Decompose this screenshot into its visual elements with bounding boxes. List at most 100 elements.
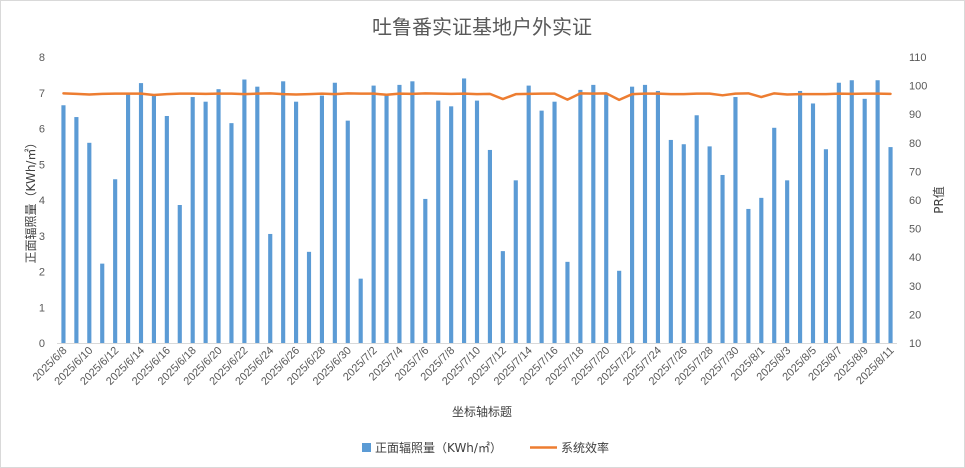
bar (449, 106, 454, 343)
legend: 正面辐照量（KWh/㎡） 系统效率 (362, 440, 609, 455)
legend-swatch-bar (362, 443, 371, 452)
x-axis-title: 坐标轴标题 (452, 404, 512, 419)
bar (772, 127, 777, 343)
left-tick-label: 5 (39, 159, 45, 171)
bar (268, 233, 273, 343)
left-tick-label: 0 (39, 338, 45, 350)
bar-series (61, 78, 893, 344)
left-tick-label: 3 (39, 231, 45, 243)
bar (151, 94, 156, 343)
right-tick-label: 40 (909, 252, 921, 264)
legend-label-bar: 正面辐照量（KWh/㎡） (375, 440, 502, 455)
bar (487, 149, 492, 343)
right-tick-label: 70 (909, 166, 921, 178)
bar (255, 86, 260, 344)
chart-title: 吐鲁番实证基地户外实证 (372, 15, 592, 39)
bar (759, 197, 764, 343)
bar (862, 98, 867, 343)
bar (655, 90, 660, 344)
bar (733, 97, 738, 343)
bar (113, 179, 118, 343)
bar (810, 103, 816, 343)
left-tick-label: 8 (39, 52, 45, 64)
bar (87, 142, 92, 343)
right-tick-label: 110 (909, 52, 927, 64)
bar (823, 149, 828, 343)
line-series (62, 92, 892, 102)
bar (203, 101, 208, 343)
right-tick-label: 90 (909, 109, 921, 121)
bar (358, 278, 363, 343)
bar (785, 180, 790, 343)
left-tick-label: 7 (39, 88, 45, 100)
bar (875, 80, 880, 344)
bar (539, 110, 544, 344)
bar (138, 83, 144, 343)
right-axis-ticks: 10 20 30 40 50 60 70 80 90 100 110 (909, 52, 927, 350)
bar (281, 81, 286, 343)
right-tick-label: 10 (909, 338, 921, 350)
left-tick-label: 2 (39, 267, 45, 279)
bar (100, 263, 105, 343)
bar (61, 105, 66, 343)
bar (888, 147, 893, 343)
bar (242, 79, 247, 344)
bar (500, 251, 505, 343)
bar (617, 270, 622, 343)
bar (306, 251, 312, 343)
bar (410, 81, 415, 343)
bar (474, 100, 480, 343)
bar (681, 144, 686, 343)
bar (190, 97, 195, 343)
right-tick-label: 100 (909, 81, 927, 93)
bar (642, 84, 648, 343)
bar (694, 115, 699, 344)
bar (216, 89, 221, 344)
right-tick-label: 60 (909, 195, 921, 207)
bar (849, 80, 854, 344)
bar (513, 180, 518, 343)
bar (74, 117, 79, 343)
bar (707, 146, 712, 344)
bar (319, 95, 324, 343)
right-axis-title: PR值 (931, 186, 946, 214)
right-tick-label: 80 (909, 138, 921, 150)
line-system-efficiency (62, 92, 892, 102)
bar (578, 89, 583, 343)
bar (423, 198, 428, 343)
left-tick-label: 6 (39, 124, 45, 136)
bar (552, 101, 557, 343)
right-tick-label: 30 (909, 281, 921, 293)
bar (746, 208, 751, 343)
bar (229, 123, 234, 343)
bar (720, 174, 725, 343)
left-tick-label: 1 (39, 302, 45, 314)
bar (526, 85, 531, 343)
bar (630, 86, 635, 344)
bar (604, 94, 609, 343)
bar (591, 84, 596, 343)
bar (294, 101, 299, 343)
legend-label-line: 系统效率 (561, 440, 609, 455)
right-tick-label: 20 (909, 309, 921, 321)
bar (397, 84, 402, 343)
bar (798, 90, 803, 344)
left-tick-label: 4 (39, 195, 45, 207)
right-tick-label: 50 (909, 224, 921, 236)
bar (462, 78, 467, 343)
bar (384, 94, 389, 343)
bar (565, 261, 570, 343)
bar (836, 82, 841, 344)
bar (668, 139, 673, 343)
left-axis-title: 正面辐照量（KWh/㎡） (23, 137, 38, 264)
bar (436, 100, 441, 343)
bar (345, 120, 350, 343)
bar (332, 82, 337, 344)
bar (164, 115, 169, 344)
bar (371, 85, 376, 343)
bar (126, 92, 131, 343)
left-axis-ticks: 0 1 2 3 4 5 6 7 8 (39, 52, 45, 350)
bar (177, 205, 182, 343)
